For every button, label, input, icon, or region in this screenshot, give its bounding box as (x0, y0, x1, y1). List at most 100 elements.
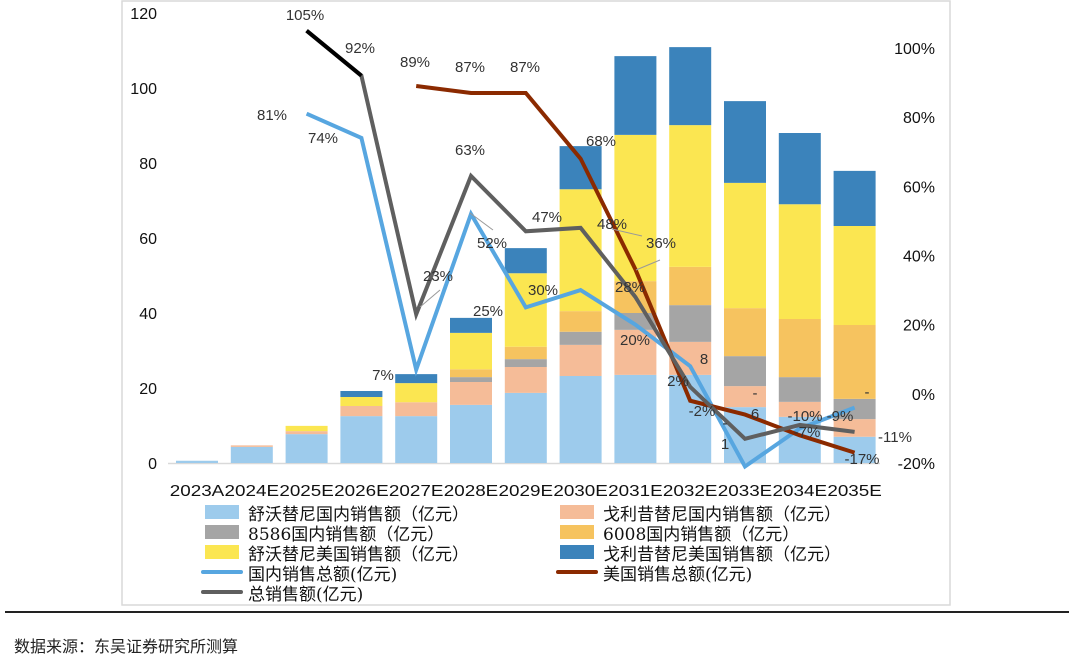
x-axis-tick-label: 2032E (663, 483, 718, 500)
legend-swatch (205, 525, 239, 539)
left-axis-tick-label: 0 (148, 456, 157, 473)
legend-item: 国内销售总额(亿元) (201, 565, 397, 585)
data-label: 36% (646, 235, 676, 252)
bar-segment (340, 416, 383, 463)
bar-segment (340, 397, 383, 406)
x-axis-tick-label: 2026E (334, 483, 389, 500)
x-axis-tick-label: 2034E (773, 483, 828, 500)
data-label-line: -7% (794, 424, 821, 441)
left-axis-tick-label: 100 (130, 81, 157, 98)
data-label: 81% (257, 107, 287, 124)
data-label-line: - (753, 385, 758, 402)
data-label: 47% (532, 209, 562, 226)
data-label-line: 20% (620, 332, 650, 349)
data-label: 52% (477, 235, 507, 252)
bar-segment (504, 359, 547, 367)
data-label-line: 30% (528, 282, 558, 299)
data-label: -7% (794, 424, 821, 441)
bar-segment (559, 311, 602, 332)
bar-segment (340, 391, 383, 397)
bar-segment (504, 392, 547, 463)
data-label: 7% (372, 367, 394, 384)
legend-item: 8586国内销售额（亿元） (205, 525, 444, 545)
legend-label: 国内销售总额(亿元) (248, 565, 397, 585)
bar-segment (614, 374, 657, 463)
bar-segment (669, 305, 712, 342)
bar-segment (450, 382, 492, 405)
x-axis-tick-label: 2035E (827, 483, 882, 500)
bar-segment (724, 308, 766, 357)
data-label: 48% (597, 216, 627, 233)
bar-segment (450, 404, 492, 463)
left-axis-tick-label: 80 (139, 156, 157, 173)
bar-segment (450, 317, 492, 333)
legend-item: 总销售额(亿元) (201, 585, 363, 605)
data-label: 25% (473, 303, 503, 320)
x-axis-tick-label: 2029E (499, 483, 554, 500)
bar-segment (285, 425, 328, 432)
bar-segment (669, 266, 712, 306)
bar-segment (285, 431, 328, 435)
legend-item: 戈利昔替尼国内销售额（亿元） (560, 505, 841, 525)
left-axis-tick-label: 40 (139, 306, 157, 323)
legend-item: 戈利昔替尼美国销售额（亿元） (560, 545, 841, 565)
legend-label: 美国销售总额(亿元) (603, 565, 752, 585)
data-label-line: 48% (597, 216, 627, 233)
data-label-line: -2% (689, 403, 716, 420)
bar-segment (504, 367, 547, 393)
data-label-line: 87% (510, 59, 540, 76)
right-axis-tick-label: 0% (912, 387, 935, 404)
data-label-line: 89% (400, 54, 430, 71)
right-axis-tick-label: 100% (894, 41, 935, 58)
data-label-line: 8 (700, 351, 708, 368)
bar-segment (833, 170, 876, 226)
data-label-line: -17% (844, 451, 879, 468)
label-leader-line (469, 212, 494, 231)
data-label: -17% (844, 451, 879, 468)
data-label: 89% (400, 54, 430, 71)
x-axis-tick-label: 2033E (718, 483, 773, 500)
right-axis-tick-label: 80% (903, 110, 935, 127)
legend-label: 戈利昔替尼美国销售额（亿元） (603, 545, 841, 565)
bar-segment (504, 248, 547, 274)
bar-segment (559, 146, 602, 190)
data-label: -9% (827, 408, 854, 425)
data-label-line: -11% (878, 429, 912, 446)
bar-segment (559, 344, 602, 376)
x-axis-tick-label: 2027E (389, 483, 444, 500)
data-label-line: 1 (721, 436, 729, 453)
data-label-line: 63% (455, 142, 485, 159)
legend-swatch (560, 545, 594, 559)
data-label-line: 92% (345, 40, 375, 57)
bar-segment (669, 125, 712, 267)
x-axis-tick-label: 2023A (170, 483, 225, 500)
data-label-line: 68% (586, 133, 616, 150)
line-series-segment (305, 29, 363, 78)
data-label: 105% (286, 7, 324, 24)
bar-segment (504, 346, 547, 360)
x-axis-tick-label: 2031E (608, 483, 663, 500)
data-label: 30% (528, 282, 558, 299)
bar-segment (614, 134, 657, 282)
bar-segment (724, 386, 766, 408)
left-axis-tick-label: 60 (139, 231, 157, 248)
data-label-line: 2% (667, 373, 689, 390)
data-label: -10% (787, 408, 822, 425)
data-label-line: 52% (477, 235, 507, 252)
bar-segment (395, 374, 438, 384)
data-label: 2% (667, 373, 689, 390)
data-label-line: 74% (308, 130, 338, 147)
data-label: -6 (751, 385, 759, 423)
bar-segment (395, 416, 438, 463)
bar-segment (778, 377, 821, 402)
legend-item: 美国销售总额(亿元) (556, 565, 752, 585)
data-label: 68% (586, 133, 616, 150)
data-label-line: 87% (455, 59, 485, 76)
data-label: 20% (620, 332, 650, 349)
bar-segment (614, 56, 657, 135)
bar-segment (778, 401, 821, 417)
legend-item: 舒沃替尼国内销售额（亿元） (205, 505, 469, 525)
data-label-line: 25% (473, 303, 503, 320)
